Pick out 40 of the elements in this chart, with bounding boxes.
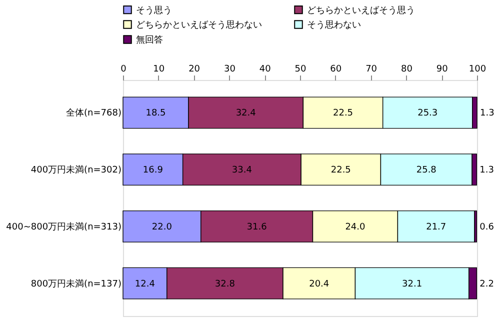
- data-label: 32.4: [236, 108, 256, 119]
- data-label: 21.7: [426, 222, 446, 232]
- x-tick-label: 70: [366, 64, 378, 74]
- y-tick-label: 全体(n=768): [66, 108, 122, 119]
- x-tick-label: 40: [259, 64, 272, 74]
- data-label: 1.3: [480, 166, 494, 176]
- data-label: 16.9: [142, 166, 164, 176]
- x-tick-label: 80: [400, 64, 413, 74]
- x-tick-label: 100: [468, 64, 486, 74]
- data-label: 0.6: [480, 222, 494, 232]
- legend-label: そう思わない: [307, 20, 361, 30]
- data-label: 2.2: [480, 279, 494, 290]
- x-tick-label: 60: [330, 64, 342, 74]
- data-label: 32.8: [214, 279, 236, 290]
- data-label: 22.5: [330, 166, 351, 176]
- data-label: 33.4: [232, 166, 252, 176]
- y-tick-label: 400万円未満(n=302): [30, 164, 122, 176]
- legend-label: どちらかといえばそう思う: [307, 4, 415, 16]
- data-label: 22.0: [152, 222, 172, 232]
- data-label: 12.4: [134, 279, 156, 290]
- legend-label: どちらかといえばそう思わない: [136, 20, 262, 30]
- data-label: 32.1: [402, 279, 422, 290]
- data-label: 22.5: [332, 108, 354, 119]
- x-tick-label: 30: [224, 64, 236, 74]
- y-tick-label: 800万円未満(n=137): [30, 278, 122, 290]
- data-label: 24.0: [345, 222, 366, 232]
- x-tick-label: 20: [188, 64, 200, 74]
- x-tick-label: 10: [153, 64, 165, 74]
- x-tick-label: 50: [294, 64, 306, 74]
- data-label: 31.6: [246, 222, 268, 232]
- legend-label: 無回答: [136, 34, 163, 46]
- x-tick-label: 90: [436, 64, 448, 74]
- data-label: 18.5: [146, 108, 166, 119]
- data-label: 25.3: [418, 108, 438, 119]
- data-label: 1.3: [480, 108, 494, 119]
- x-tick-label: 0: [120, 64, 127, 74]
- y-tick-label: 400~800万円未満(n=313): [6, 221, 122, 232]
- data-label: 25.8: [416, 166, 437, 176]
- data-label: 20.4: [309, 279, 330, 290]
- legend-label: そう思う: [136, 4, 172, 16]
